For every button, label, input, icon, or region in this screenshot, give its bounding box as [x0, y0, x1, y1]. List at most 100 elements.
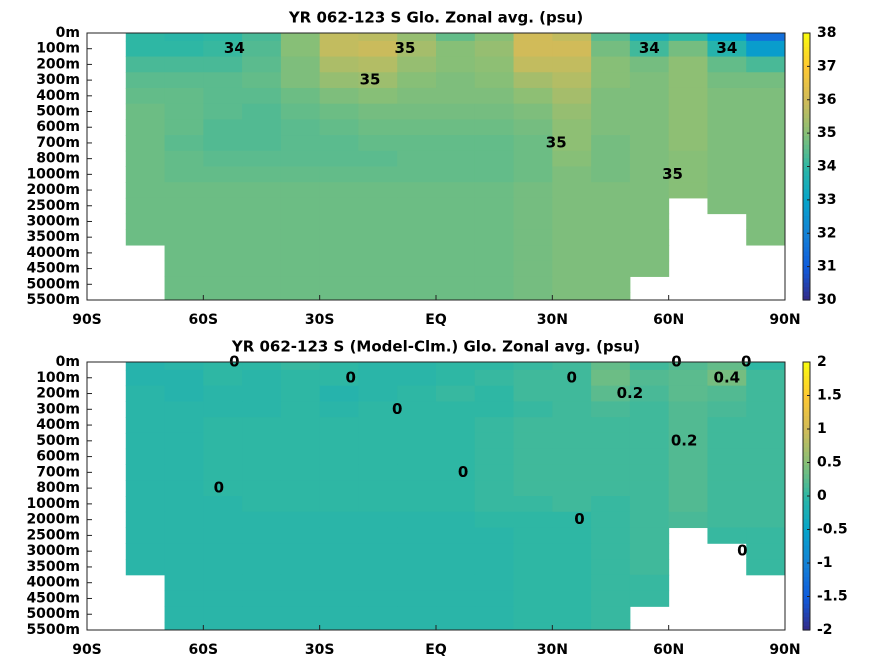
cell — [242, 606, 282, 623]
colorbar-segment — [803, 527, 810, 533]
cell — [319, 543, 359, 560]
cell — [397, 197, 437, 215]
cell — [436, 511, 476, 529]
cell — [358, 496, 398, 513]
cell — [707, 385, 747, 402]
cell — [591, 150, 631, 167]
cell — [164, 40, 204, 58]
cell — [203, 40, 243, 58]
cell — [552, 496, 592, 513]
cell — [397, 135, 437, 152]
y-tick-label: 400m — [36, 417, 80, 433]
panel-title: YR 062-123 S Glo. Zonal avg. (psu) — [288, 9, 583, 27]
cell — [552, 260, 592, 277]
y-tick-label: 5000m — [26, 276, 80, 292]
cell — [591, 245, 631, 262]
cell — [319, 213, 359, 230]
cell — [513, 369, 553, 387]
cell — [125, 33, 166, 42]
y-tick-label: 2000m — [26, 182, 80, 198]
cell — [319, 590, 359, 607]
cell — [125, 166, 166, 183]
x-tick-label: EQ — [425, 642, 447, 656]
cell — [513, 276, 553, 293]
cell — [436, 464, 476, 481]
cell — [513, 72, 553, 89]
cell — [242, 87, 282, 105]
cell — [358, 135, 398, 152]
cell — [436, 385, 476, 402]
cell — [242, 56, 282, 73]
cell — [397, 362, 437, 371]
colorbar-segment — [803, 184, 810, 190]
y-tick-label: 400m — [36, 88, 80, 104]
colorbar-segment — [803, 446, 810, 452]
cell — [629, 385, 670, 402]
cell — [552, 401, 592, 418]
cell — [436, 369, 476, 387]
cell — [707, 432, 747, 450]
x-tick-label: 60N — [653, 642, 684, 656]
cell — [436, 496, 476, 513]
cell — [474, 276, 515, 293]
colorbar-segment — [803, 478, 810, 484]
cell — [707, 480, 747, 497]
colorbar-segment — [803, 558, 810, 564]
cell — [358, 40, 398, 58]
colorbar-tick-label: 32 — [817, 225, 836, 241]
cell — [552, 197, 592, 215]
cell — [358, 448, 398, 465]
cell — [513, 213, 553, 230]
cell — [319, 606, 359, 623]
cell — [125, 385, 166, 402]
colorbar-tick-label: -0.5 — [817, 522, 848, 538]
cell — [513, 362, 553, 371]
cell — [358, 362, 398, 371]
cell — [242, 590, 282, 607]
cell — [591, 559, 631, 576]
cell — [552, 606, 592, 623]
colorbar-segment — [803, 455, 810, 461]
cell — [552, 119, 592, 136]
cell — [552, 590, 592, 607]
cell — [707, 417, 747, 434]
cell — [436, 103, 476, 120]
cell — [358, 245, 398, 262]
colorbar-tick-label: 31 — [817, 259, 836, 275]
cell — [668, 362, 708, 371]
cell — [164, 606, 204, 623]
cell — [746, 72, 786, 89]
cell — [707, 56, 747, 73]
cell — [242, 276, 282, 293]
cell — [319, 448, 359, 465]
cell — [242, 574, 282, 592]
cell — [591, 166, 631, 183]
cell — [164, 448, 204, 465]
cell — [358, 590, 398, 607]
cell — [397, 40, 437, 58]
x-tick-label: 30N — [537, 642, 568, 656]
cell — [668, 33, 708, 42]
cell — [591, 87, 631, 105]
cell — [436, 197, 476, 215]
cell — [552, 40, 592, 58]
cell — [552, 150, 592, 167]
cell — [280, 369, 321, 387]
colorbar-tick-label: 34 — [817, 159, 837, 175]
cell — [629, 197, 670, 215]
cell — [358, 56, 398, 73]
cell — [319, 417, 359, 434]
colorbar-segment — [803, 563, 810, 569]
cell — [242, 119, 282, 136]
cell — [203, 511, 243, 529]
colorbar-segment — [803, 59, 810, 65]
cell — [629, 56, 670, 73]
cell — [358, 385, 398, 402]
cell — [474, 448, 515, 465]
cell — [125, 40, 166, 58]
cell — [280, 464, 321, 481]
cell — [280, 229, 321, 246]
cell — [746, 150, 786, 167]
cell — [591, 72, 631, 89]
colorbar-segment — [803, 259, 810, 265]
